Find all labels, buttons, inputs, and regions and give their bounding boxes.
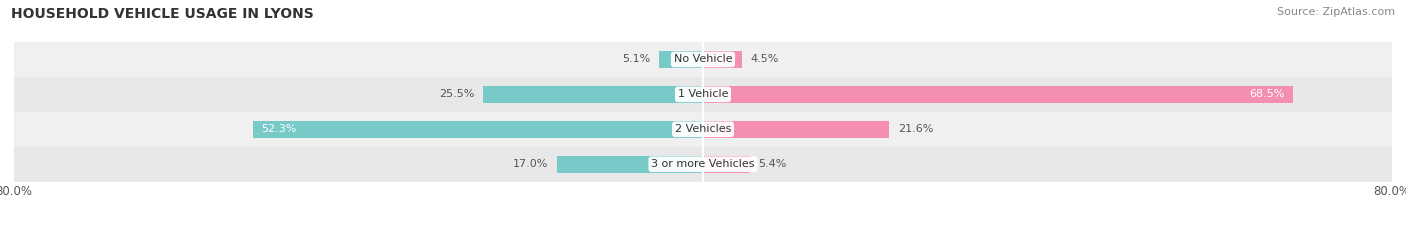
Text: No Vehicle: No Vehicle bbox=[673, 55, 733, 64]
Text: Source: ZipAtlas.com: Source: ZipAtlas.com bbox=[1277, 7, 1395, 17]
Text: 17.0%: 17.0% bbox=[513, 159, 548, 169]
Text: 5.1%: 5.1% bbox=[623, 55, 651, 64]
Bar bbox=[703, 51, 742, 68]
Text: 2 Vehicles: 2 Vehicles bbox=[675, 124, 731, 134]
Text: 25.5%: 25.5% bbox=[440, 89, 475, 99]
Bar bbox=[703, 86, 1294, 103]
Text: 21.6%: 21.6% bbox=[897, 124, 934, 134]
Bar bbox=[703, 121, 889, 138]
Bar bbox=[14, 147, 1392, 182]
Bar bbox=[14, 112, 1392, 147]
Bar bbox=[14, 77, 1392, 112]
Text: 52.3%: 52.3% bbox=[262, 124, 297, 134]
Text: 68.5%: 68.5% bbox=[1249, 89, 1284, 99]
Bar bbox=[484, 86, 703, 103]
Bar bbox=[557, 156, 703, 173]
Text: 1 Vehicle: 1 Vehicle bbox=[678, 89, 728, 99]
Text: 4.5%: 4.5% bbox=[751, 55, 779, 64]
Bar bbox=[253, 121, 703, 138]
Bar bbox=[703, 156, 749, 173]
Text: HOUSEHOLD VEHICLE USAGE IN LYONS: HOUSEHOLD VEHICLE USAGE IN LYONS bbox=[11, 7, 314, 21]
Text: 3 or more Vehicles: 3 or more Vehicles bbox=[651, 159, 755, 169]
Text: 5.4%: 5.4% bbox=[758, 159, 786, 169]
Bar bbox=[14, 42, 1392, 77]
Bar bbox=[659, 51, 703, 68]
